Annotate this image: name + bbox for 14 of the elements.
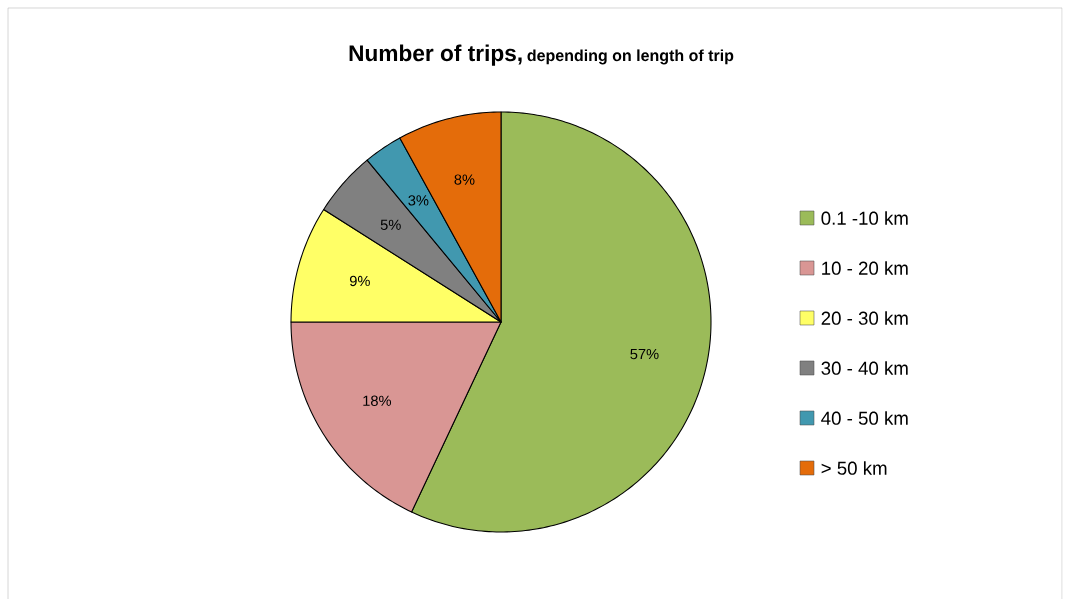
chart-title: Number of trips, <box>349 44 522 66</box>
data-label: 5% <box>380 219 401 230</box>
legend-label: 0.1 -10 km <box>821 211 908 225</box>
data-label: 18% <box>363 395 392 406</box>
data-label: 8% <box>454 174 475 185</box>
legend-label: 40 - 50 km <box>821 411 908 425</box>
legend-label: 30 - 40 km <box>821 361 908 375</box>
data-label: 3% <box>408 195 429 206</box>
chart-subtitle: depending on length of trip <box>527 49 734 65</box>
legend-label: 20 - 30 km <box>821 311 908 325</box>
data-label: 9% <box>349 275 370 287</box>
legend-label: 10 - 20 km <box>822 261 908 275</box>
legend-label: > 50 km <box>821 461 887 475</box>
data-label: 57% <box>630 348 659 360</box>
